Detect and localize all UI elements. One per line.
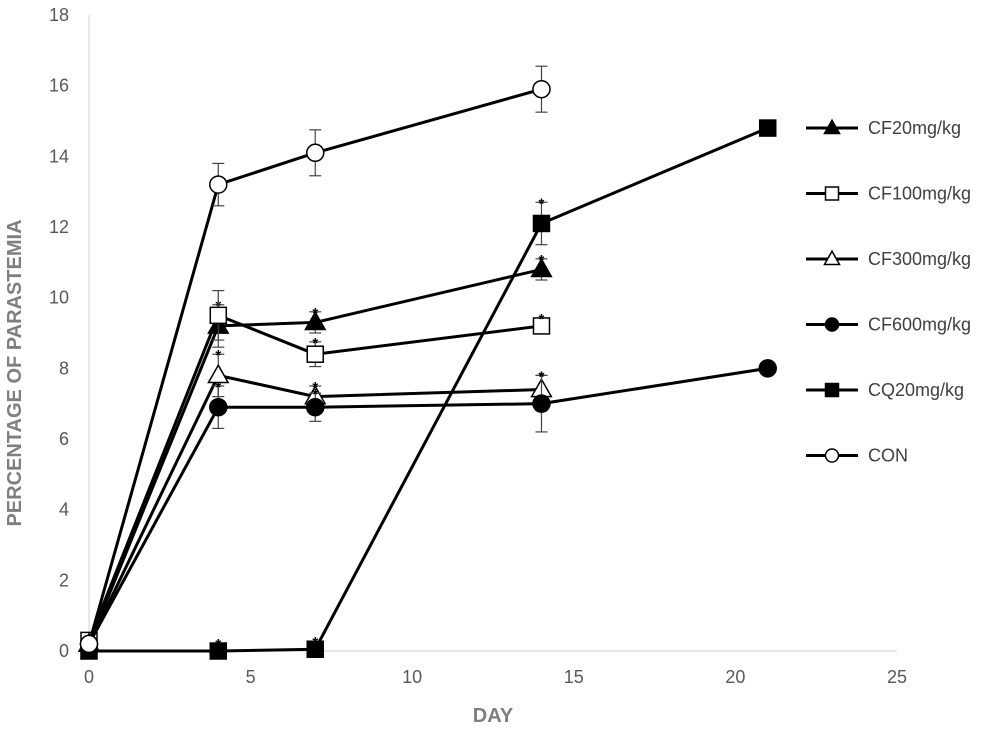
legend-item: CF20mg/kg bbox=[806, 118, 961, 138]
legend-marker bbox=[824, 186, 840, 201]
legend-marker bbox=[824, 448, 840, 463]
series-line bbox=[87, 373, 542, 645]
data-point bbox=[209, 397, 228, 417]
legend-label: CQ20mg/kg bbox=[868, 380, 964, 400]
significance-label: * bbox=[312, 335, 318, 352]
data-point bbox=[306, 345, 324, 363]
y-tick-label: 10 bbox=[49, 288, 69, 308]
data-point bbox=[305, 397, 325, 417]
y-tick-label: 6 bbox=[59, 429, 69, 449]
significance-label: * bbox=[312, 634, 318, 651]
y-tick-label: 14 bbox=[49, 146, 69, 166]
series-line bbox=[87, 366, 768, 645]
legend-item: CF600mg/kg bbox=[806, 315, 971, 335]
data-point bbox=[305, 143, 325, 163]
legend-item: CON bbox=[806, 446, 908, 466]
significance-label: * bbox=[312, 386, 318, 403]
data-point bbox=[209, 642, 228, 660]
significance-label: * bbox=[215, 379, 221, 396]
series-line bbox=[87, 313, 542, 641]
significance-label: * bbox=[312, 379, 318, 396]
data-point bbox=[209, 306, 228, 325]
significance-label: * bbox=[539, 311, 545, 328]
x-axis-title: DAY bbox=[473, 705, 514, 727]
y-tick-label: 4 bbox=[59, 500, 69, 520]
series-CON bbox=[79, 65, 551, 654]
series-CF100mg/kg: ** bbox=[80, 290, 551, 650]
x-tick-label: 20 bbox=[725, 667, 745, 687]
data-point bbox=[209, 175, 228, 194]
legend-item: CF100mg/kg bbox=[806, 184, 971, 204]
data-point bbox=[207, 363, 230, 384]
plot-area: ************** bbox=[77, 65, 777, 660]
legend-label: CF600mg/kg bbox=[868, 315, 971, 335]
x-tick-label: 10 bbox=[402, 667, 422, 687]
legend-label: CF300mg/kg bbox=[868, 249, 971, 269]
significance-label: * bbox=[312, 305, 318, 322]
y-tick-label: 16 bbox=[49, 76, 69, 96]
legend: CF20mg/kg CF100mg/kg CF300mg/kg CF600mg/kg C… bbox=[806, 118, 971, 466]
legend-marker bbox=[823, 118, 841, 135]
series-CQ20mg/kg: * ** bbox=[80, 119, 777, 660]
data-point bbox=[79, 634, 99, 654]
legend-label: CF100mg/kg bbox=[868, 184, 971, 204]
y-tick-label: 2 bbox=[59, 570, 69, 590]
significance-label: * bbox=[539, 368, 545, 385]
data-point bbox=[532, 394, 551, 413]
significance-label: * bbox=[539, 195, 545, 212]
legend-marker bbox=[824, 317, 840, 332]
series-line bbox=[87, 267, 542, 645]
legend-item: CF300mg/kg bbox=[806, 249, 971, 269]
significance-label: * bbox=[215, 636, 221, 653]
series-CF600mg/kg: * ** bbox=[79, 359, 777, 654]
x-tick-label: 0 bbox=[84, 667, 94, 687]
legend-marker bbox=[823, 249, 841, 266]
data-point bbox=[532, 214, 551, 233]
data-point bbox=[758, 359, 777, 378]
significance-label: * bbox=[539, 252, 545, 269]
y-tick-label: 12 bbox=[49, 217, 69, 237]
data-point bbox=[530, 257, 553, 278]
data-point bbox=[532, 79, 551, 99]
y-tick-label: 0 bbox=[59, 641, 69, 661]
legend-label: CON bbox=[868, 446, 908, 466]
data-point bbox=[758, 119, 777, 137]
data-point bbox=[532, 317, 551, 335]
x-tick-label: 25 bbox=[887, 667, 907, 687]
series-line bbox=[87, 87, 542, 645]
x-tick-label: 5 bbox=[246, 667, 256, 687]
legend-item: CQ20mg/kg bbox=[806, 380, 964, 400]
legend-label: CF20mg/kg bbox=[868, 118, 961, 138]
series-CF20mg/kg: *** bbox=[77, 252, 553, 652]
legend-marker bbox=[824, 382, 840, 398]
y-axis-title: PERCENTAGE OF PARASTEMIA bbox=[4, 219, 26, 526]
x-tick-label: 15 bbox=[564, 667, 584, 687]
significance-label: * bbox=[215, 347, 221, 364]
y-tick-label: 18 bbox=[49, 5, 69, 25]
y-tick-label: 8 bbox=[59, 358, 69, 378]
data-point bbox=[306, 640, 324, 658]
data-point bbox=[304, 310, 327, 331]
